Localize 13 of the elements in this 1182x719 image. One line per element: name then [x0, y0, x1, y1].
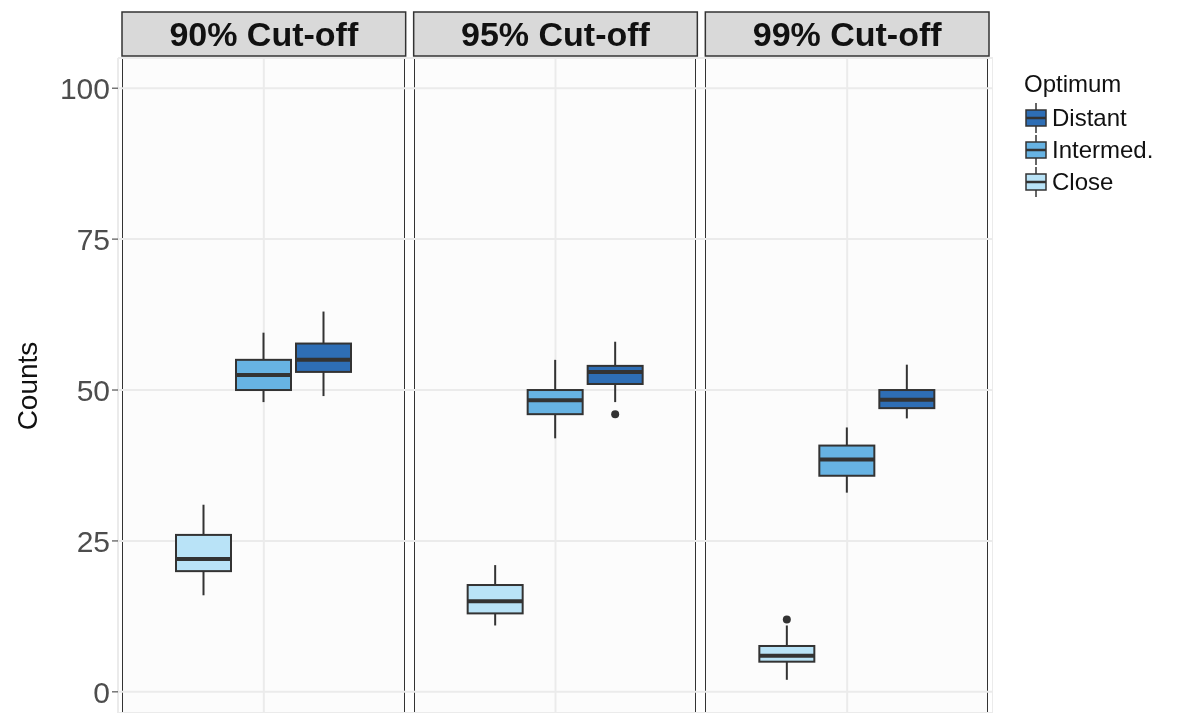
y-axis-title: Counts [12, 341, 44, 430]
legend-title: Optimum [1024, 70, 1123, 98]
y-tick-label: 75 [76, 222, 110, 256]
y-tick-label: 100 [59, 71, 110, 105]
y-tick-label: 0 [93, 675, 110, 709]
y-tick-label: 50 [76, 373, 110, 407]
x-tick-label: 95% Cut-off [461, 15, 651, 53]
legend-label: Close [1052, 168, 1114, 196]
x-tick-label: 99% Cut-off [752, 15, 943, 53]
legend-label: Intermed. [1052, 136, 1154, 164]
x-tick-label: 90% Cut-off [169, 15, 359, 53]
legend-label: Distant [1052, 104, 1127, 132]
y-tick-label: 25 [76, 524, 110, 558]
